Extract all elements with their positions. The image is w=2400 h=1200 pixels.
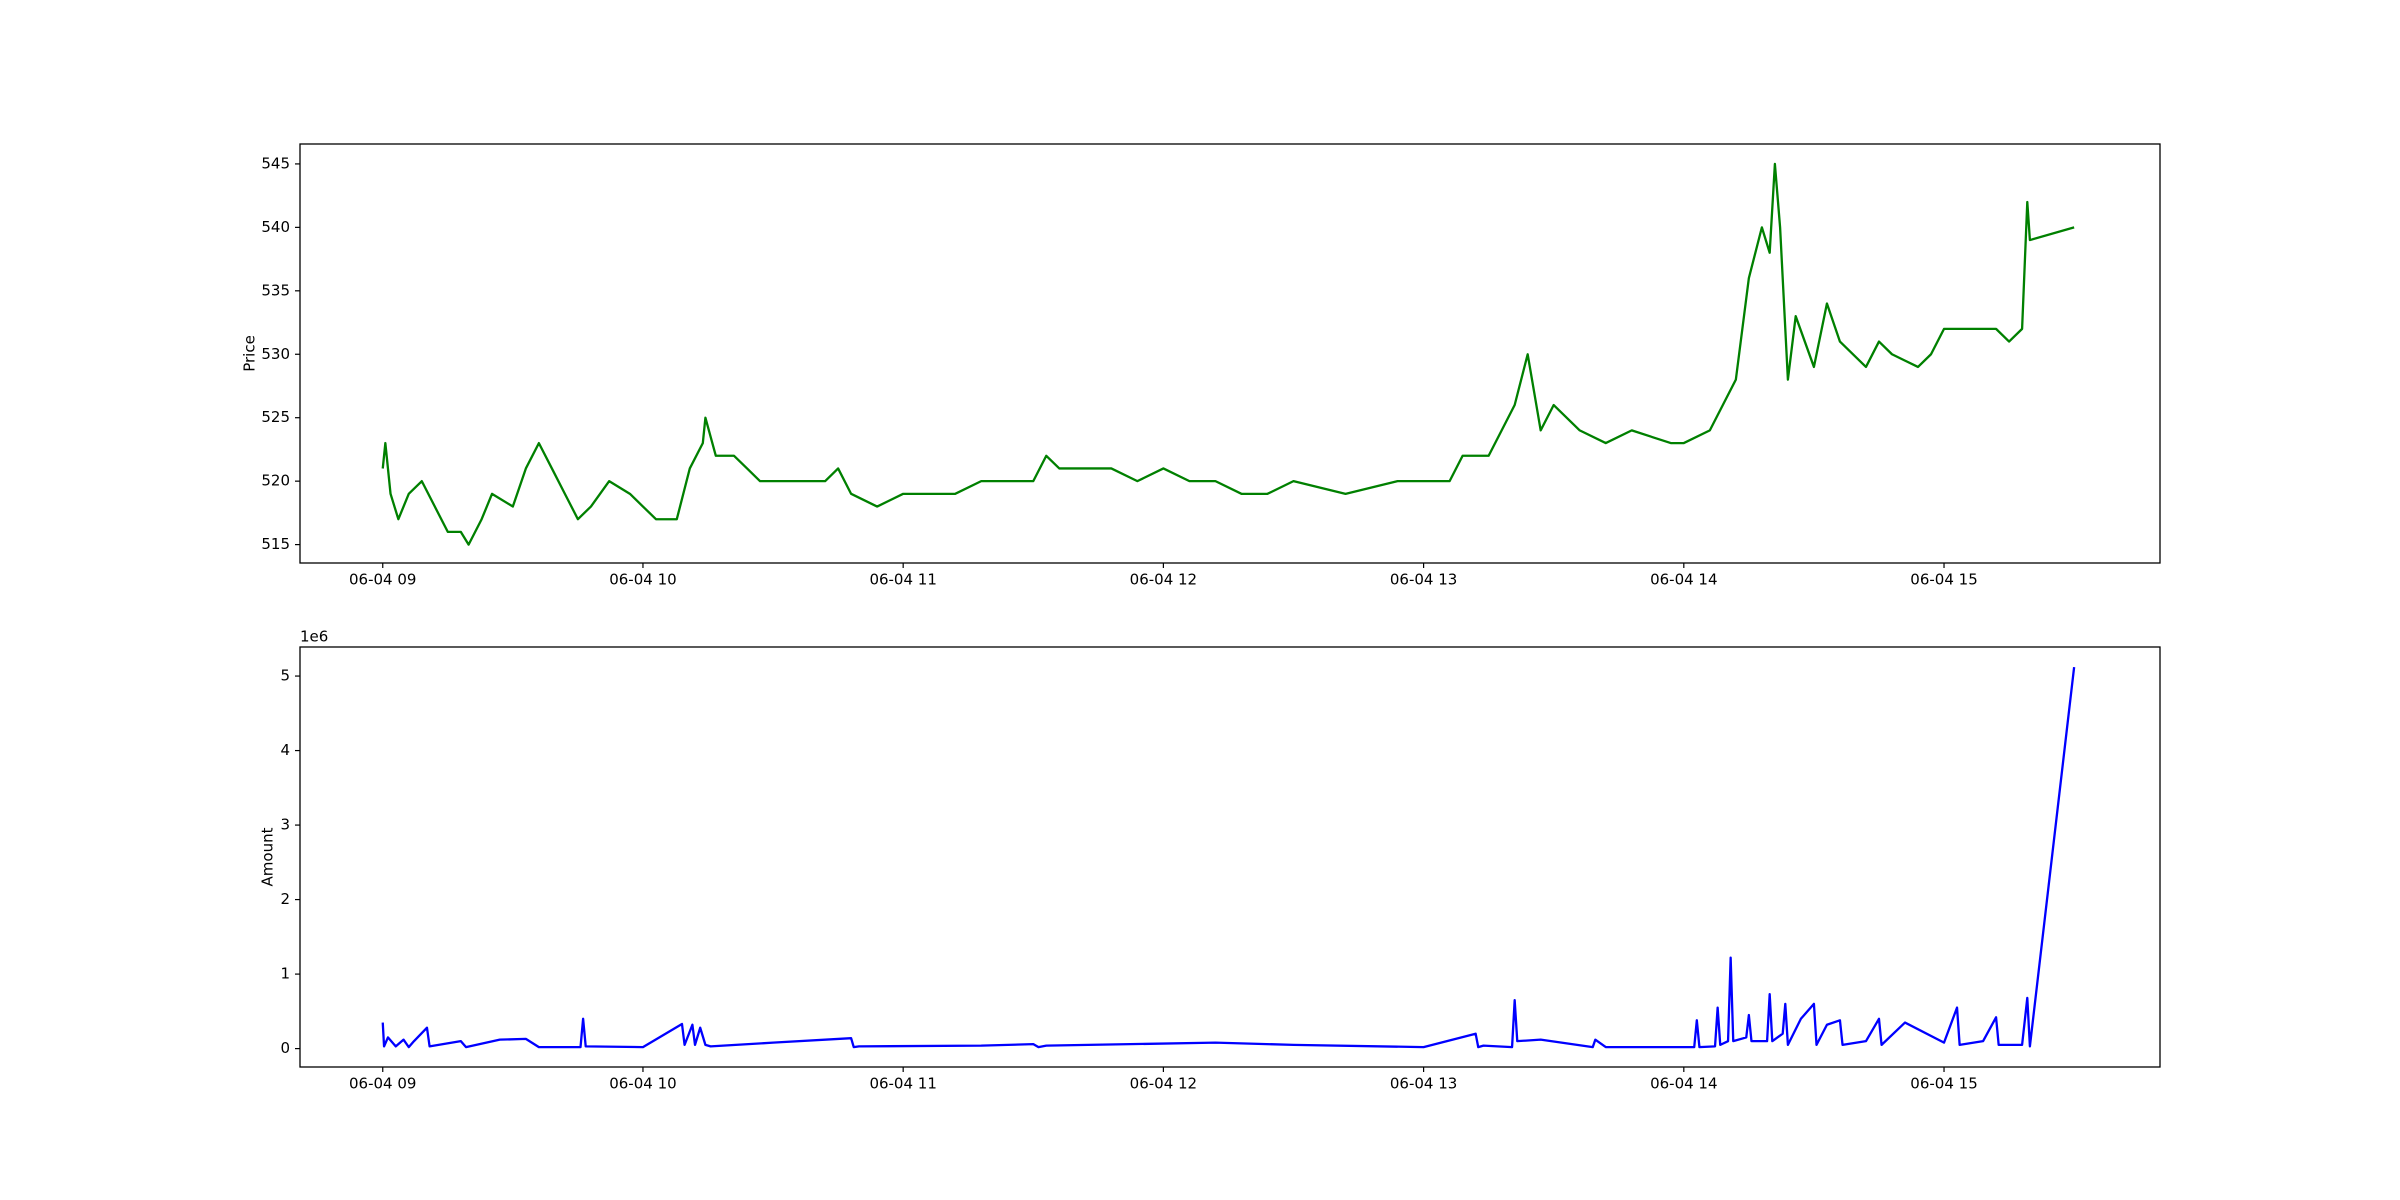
x-tick-label: 06-04 14 bbox=[1650, 571, 1717, 589]
y-tick-label: 5 bbox=[280, 667, 290, 685]
x-tick-label: 06-04 12 bbox=[1130, 571, 1197, 589]
x-tick-label: 06-04 09 bbox=[349, 1075, 416, 1093]
x-tick-label: 06-04 15 bbox=[1910, 1075, 1977, 1093]
y-tick-label: 3 bbox=[280, 816, 290, 834]
x-tick-label: 06-04 11 bbox=[869, 571, 936, 589]
y-tick-label: 525 bbox=[261, 408, 290, 426]
x-tick-label: 06-04 09 bbox=[349, 571, 416, 589]
x-tick-label: 06-04 14 bbox=[1650, 1075, 1717, 1093]
x-tick-label: 06-04 12 bbox=[1130, 1075, 1197, 1093]
x-tick-label: 06-04 11 bbox=[869, 1075, 936, 1093]
series-line bbox=[381, 162, 2075, 546]
y-offset-label: 1e6 bbox=[300, 628, 328, 646]
y-tick-label: 0 bbox=[280, 1039, 290, 1057]
y-tick-label: 545 bbox=[261, 154, 290, 172]
x-tick-label: 06-04 10 bbox=[609, 1075, 676, 1093]
y-axis-label: Price bbox=[241, 335, 259, 372]
x-tick-label: 06-04 13 bbox=[1390, 571, 1457, 589]
y-tick-label: 540 bbox=[261, 218, 290, 236]
y-tick-label: 1 bbox=[280, 965, 290, 983]
series-line bbox=[381, 666, 2076, 1049]
y-tick-label: 4 bbox=[280, 741, 290, 759]
y-axis-label: Amount bbox=[259, 827, 277, 886]
y-tick-label: 520 bbox=[261, 472, 290, 490]
x-tick-label: 06-04 13 bbox=[1390, 1075, 1457, 1093]
y-tick-label: 535 bbox=[261, 281, 290, 299]
axes-frame bbox=[299, 646, 2161, 1068]
y-tick-label: 530 bbox=[261, 345, 290, 363]
y-tick-label: 2 bbox=[280, 890, 290, 908]
x-tick-label: 06-04 15 bbox=[1910, 571, 1977, 589]
y-tick-label: 515 bbox=[261, 535, 290, 553]
axes-frame bbox=[299, 143, 2161, 564]
x-tick-label: 06-04 10 bbox=[609, 571, 676, 589]
